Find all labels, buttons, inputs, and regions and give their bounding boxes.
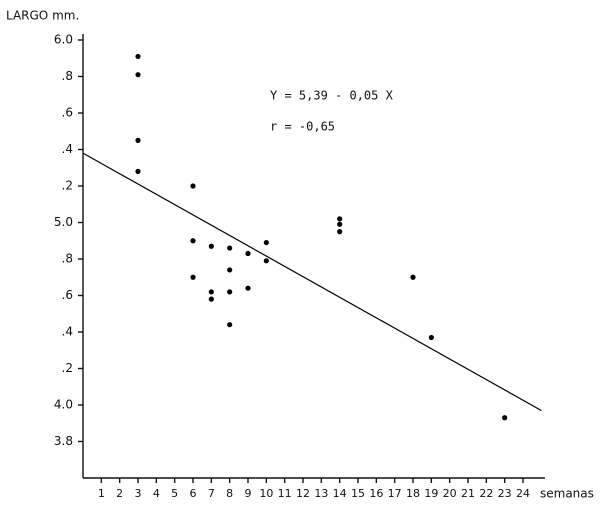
y-tick-label: .8 (62, 69, 73, 83)
x-tick-label: 7 (208, 487, 215, 500)
x-axis-label: semanas (540, 487, 594, 501)
x-tick-label: 6 (190, 487, 197, 500)
point (208, 289, 214, 295)
x-tick-label: 22 (479, 487, 493, 500)
x-tick-label: 12 (296, 487, 310, 500)
y-tick-label: 3.8 (54, 434, 73, 448)
x-tick-label: 5 (171, 487, 178, 500)
y-tick-label: .4 (62, 142, 73, 156)
point (245, 285, 251, 291)
x-tick-label: 21 (461, 487, 475, 500)
x-tick-label: 10 (259, 487, 273, 500)
x-tick-label: 19 (424, 487, 438, 500)
y-tick-label: .2 (62, 361, 73, 375)
point (337, 229, 343, 235)
point (135, 53, 141, 60)
x-tick-label: 20 (443, 487, 457, 500)
y-tick-label: .8 (62, 252, 73, 266)
y-tick-label: .2 (62, 179, 73, 193)
point (337, 216, 343, 222)
point (245, 250, 251, 257)
x-tick-label: 3 (135, 487, 142, 500)
y-tick-label: .6 (62, 288, 73, 302)
point (428, 334, 434, 341)
x-tick-label: 9 (245, 487, 252, 500)
point (227, 245, 233, 251)
y-tick-label: 5.0 (54, 215, 73, 229)
x-tick-label: 24 (516, 487, 530, 500)
point (190, 183, 196, 189)
x-tick-label: 11 (278, 487, 292, 500)
x-tick-label: 23 (498, 487, 512, 500)
regression-line (82, 152, 542, 411)
y-axis-label: LARGO mm. (6, 9, 79, 23)
point (135, 72, 141, 78)
x-tick-label: 16 (369, 487, 383, 500)
point (208, 243, 214, 249)
point (190, 238, 196, 244)
point (135, 168, 141, 174)
x-tick-label: 8 (226, 487, 233, 500)
x-tick-label: 2 (116, 487, 123, 500)
point (263, 239, 269, 246)
x-tick-label: 15 (351, 487, 365, 500)
x-tick-label: 13 (314, 487, 328, 500)
point (263, 258, 269, 264)
equation: Y = 5,39 - 0,05 X (270, 89, 394, 103)
point (227, 267, 233, 273)
point (410, 274, 416, 280)
point (227, 322, 233, 328)
y-tick-label: .4 (62, 325, 73, 339)
point (502, 415, 508, 421)
point (208, 296, 214, 302)
x-tick-label: 1 (98, 487, 105, 500)
point (135, 137, 141, 143)
point (190, 274, 196, 280)
y-tick-label: .6 (62, 106, 73, 120)
x-tick-label: 17 (388, 487, 402, 500)
correlation: r = -0,65 (270, 120, 335, 134)
point (337, 221, 343, 227)
y-tick-label: 4.0 (54, 398, 73, 412)
y-tick-label: 6.0 (54, 33, 73, 47)
x-tick-label: 4 (153, 487, 160, 500)
x-tick-label: 18 (406, 487, 420, 500)
point (227, 289, 233, 295)
x-tick-label: 14 (333, 487, 347, 500)
